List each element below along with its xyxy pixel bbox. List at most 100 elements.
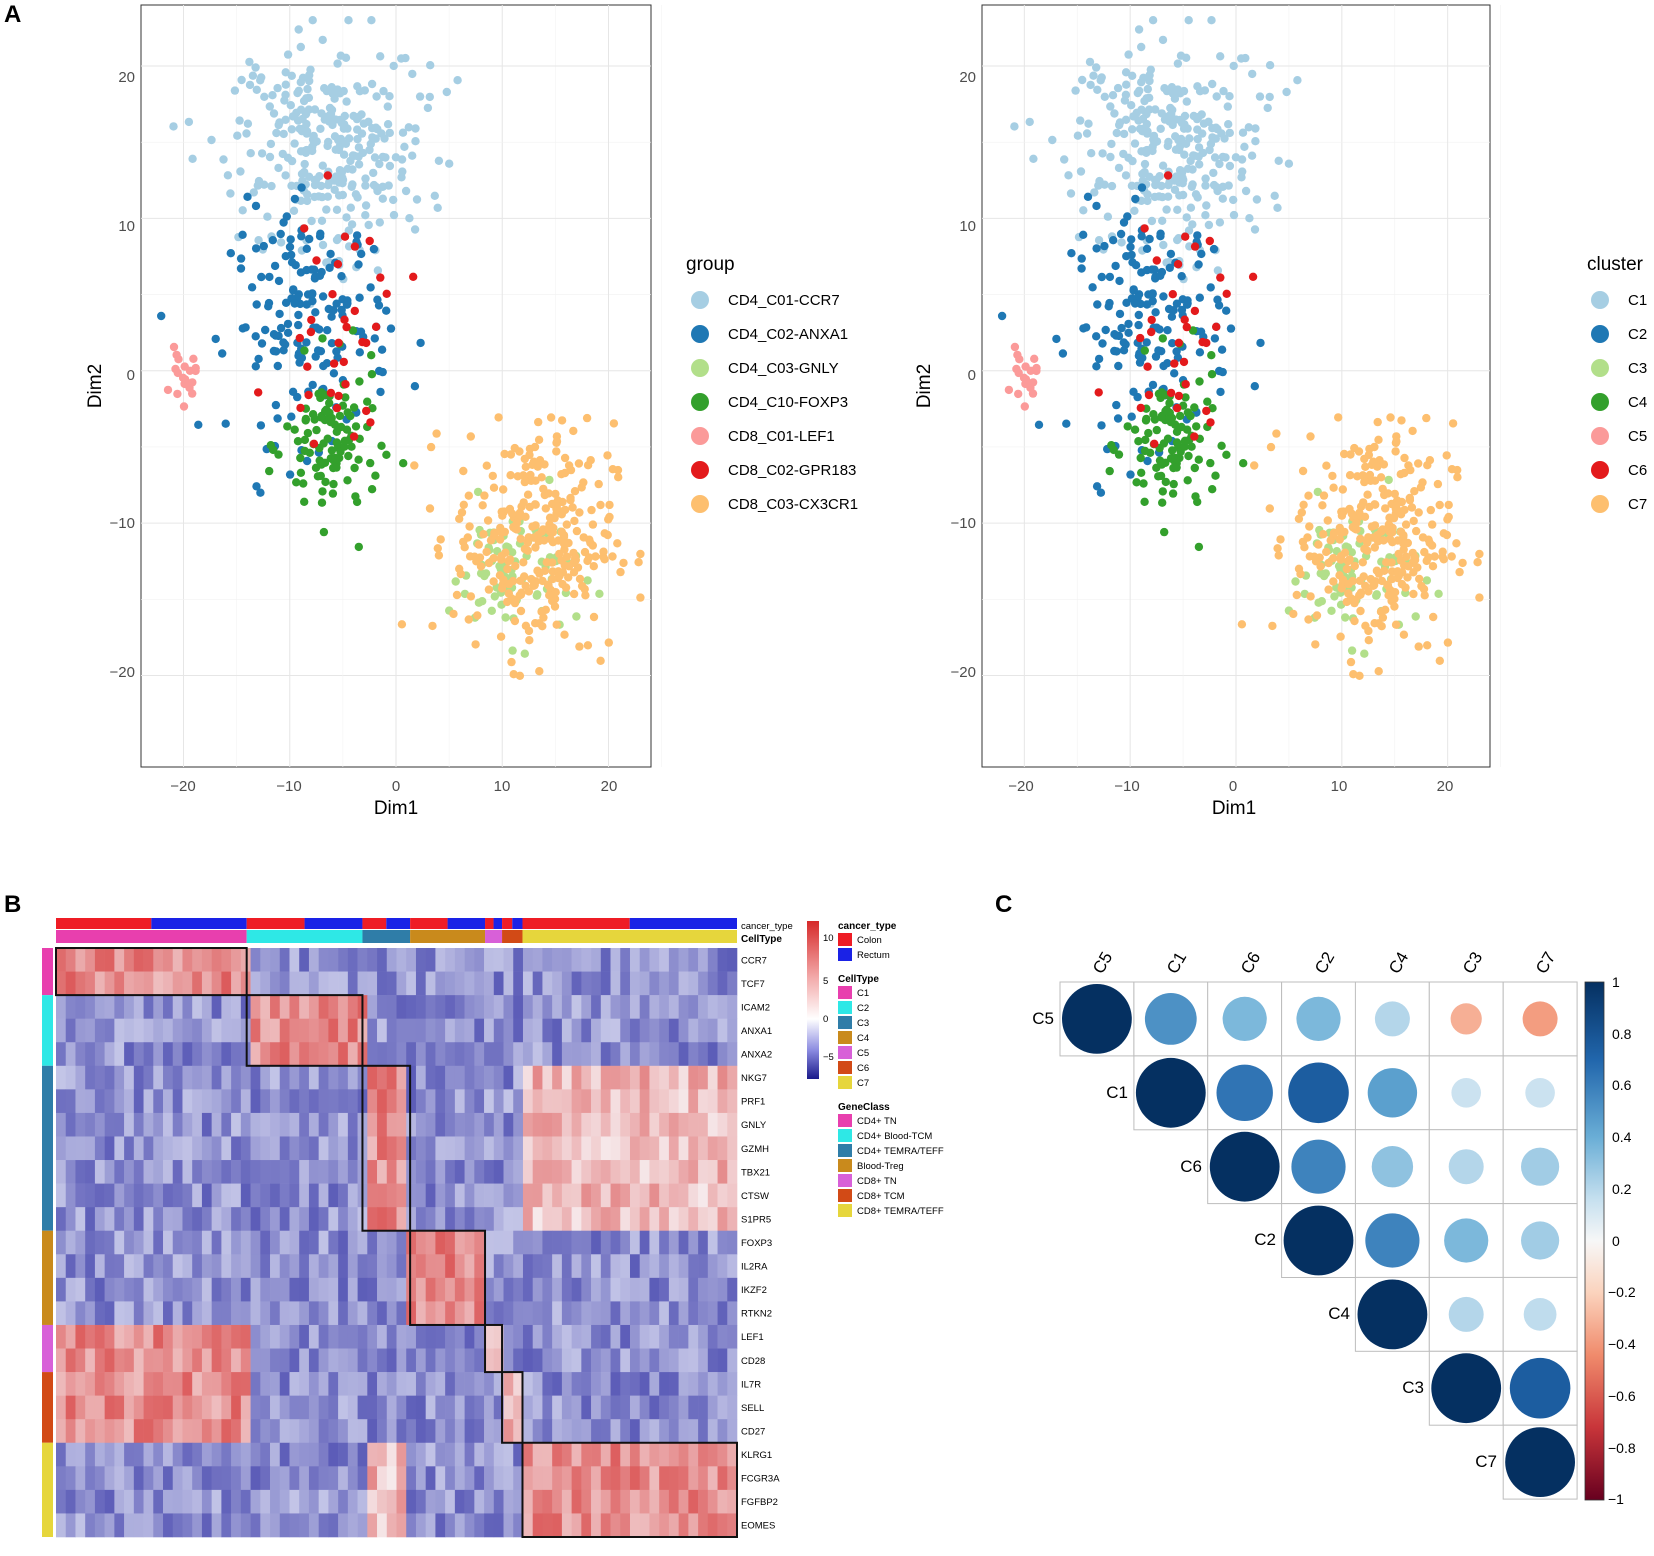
scatter-point [1180,315,1189,324]
scatter-point [1212,183,1221,192]
heatmap-cell [231,1112,242,1137]
scatter-point [1157,181,1166,191]
heatmap-cell [240,1112,251,1137]
heatmap-cell [620,1160,631,1184]
heatmap-cell [201,1042,212,1067]
scatter-point [545,475,554,485]
heatmap-cell [698,1230,709,1255]
gene-label: CD28 [741,1356,765,1367]
scatter-point [316,471,325,481]
heatmap-cell [474,1348,485,1373]
heatmap-cell [338,1183,349,1208]
scatter-point [555,549,564,559]
scatter-point [288,387,298,396]
heatmap-cell [318,1442,329,1467]
scatter-point [1312,611,1322,620]
heatmap-cell [620,1513,631,1538]
tsne-left-xtick: 0 [392,778,400,795]
heatmap-cell [143,1277,154,1302]
heatmap-cell [415,971,426,996]
scatter-point [383,120,393,129]
heatmap-cell [279,1324,290,1349]
heatmap-cell [532,1230,543,1255]
heatmap-cell [133,1372,144,1396]
scatter-point [340,436,349,445]
corr-col-label: C2 [1311,949,1338,977]
scatter-point [1188,220,1197,229]
scatter-point [1092,244,1101,253]
scatter-point [1067,249,1076,258]
heatmap-cell [56,1136,67,1161]
heatmap-cell [649,1230,660,1255]
heatmap-cell [377,1089,388,1114]
heatmap-cell [698,1160,709,1184]
heatmap-cell [561,1230,572,1255]
heatmap-cell [503,1089,514,1114]
heatmap-cell [133,1042,144,1067]
heatmap-cell [629,1042,641,1067]
heatmap-cell [406,1419,417,1444]
scatter-point [1225,161,1235,171]
heatmap-cell [639,1372,650,1396]
heatmap-cell [727,1112,738,1137]
heatmap-cell [357,1254,368,1279]
heatmap-cell [464,1160,475,1184]
heatmap-cell [143,1042,154,1067]
heatmap-cell [425,1442,436,1467]
heatmap-cell [250,1513,261,1538]
heatmap-cell [163,1395,174,1420]
heatmap-legend: cancer_type Colon Rectum CellType C1 C2 … [838,921,944,1217]
scatter-point [287,125,296,134]
scatter-point [1181,380,1190,389]
scatter-point [245,57,254,67]
heatmap-cell [513,1395,524,1420]
heatmap-cell [561,1277,572,1302]
heatmap-cell [435,1489,446,1514]
heatmap-cell [561,1301,572,1326]
heatmap-cell [688,948,699,972]
heatmap-cell [629,1160,641,1184]
heatmap-cell [571,948,582,972]
scatter-point [457,508,467,517]
scatter-point [1188,180,1197,189]
heatmap-cell [591,1089,602,1114]
heatmap-cell [153,1513,164,1538]
scatter-point [1128,71,1137,81]
heatmap-cell [308,1018,319,1043]
scatter-point [1346,450,1355,459]
heatmap-cell [260,1018,271,1043]
heatmap-cell [182,1395,193,1420]
heatmap-cell [182,1489,193,1514]
scatter-point [1163,141,1173,151]
heatmap-cell [211,948,222,972]
heatmap-cell [114,1372,125,1396]
heatmap-cell [56,948,67,972]
legend-swatch-gc [838,1129,852,1142]
heatmap-cell [172,1207,183,1232]
scatter-point [1154,346,1163,355]
heatmap-cell [250,1442,261,1467]
heatmap-cell [522,971,533,996]
heatmap-cell [221,1089,232,1114]
heatmap-cell [542,1136,553,1161]
heatmap-cell [464,1207,475,1232]
scatter-point [274,163,283,173]
scatter-point [296,147,306,156]
scatter-point [596,500,605,510]
heatmap-cell [250,1112,261,1137]
heatmap-cell [717,1324,728,1349]
scatter-point [1179,357,1189,367]
heatmap-cell [240,1183,251,1208]
heatmap-cell [250,1254,261,1279]
scatter-point [516,606,526,616]
scatter-point [382,306,391,315]
heatmap-cell [347,948,358,972]
heatmap-cell [484,1160,495,1184]
heatmap-cell [522,1042,533,1067]
scatter-point [494,413,503,422]
heatmap-cell [707,1419,718,1444]
scatter-point [1252,195,1262,204]
heatmap-cell [231,1160,242,1184]
heatmap-cell [415,1183,426,1208]
corr-row-label: C6 [1180,1157,1202,1176]
